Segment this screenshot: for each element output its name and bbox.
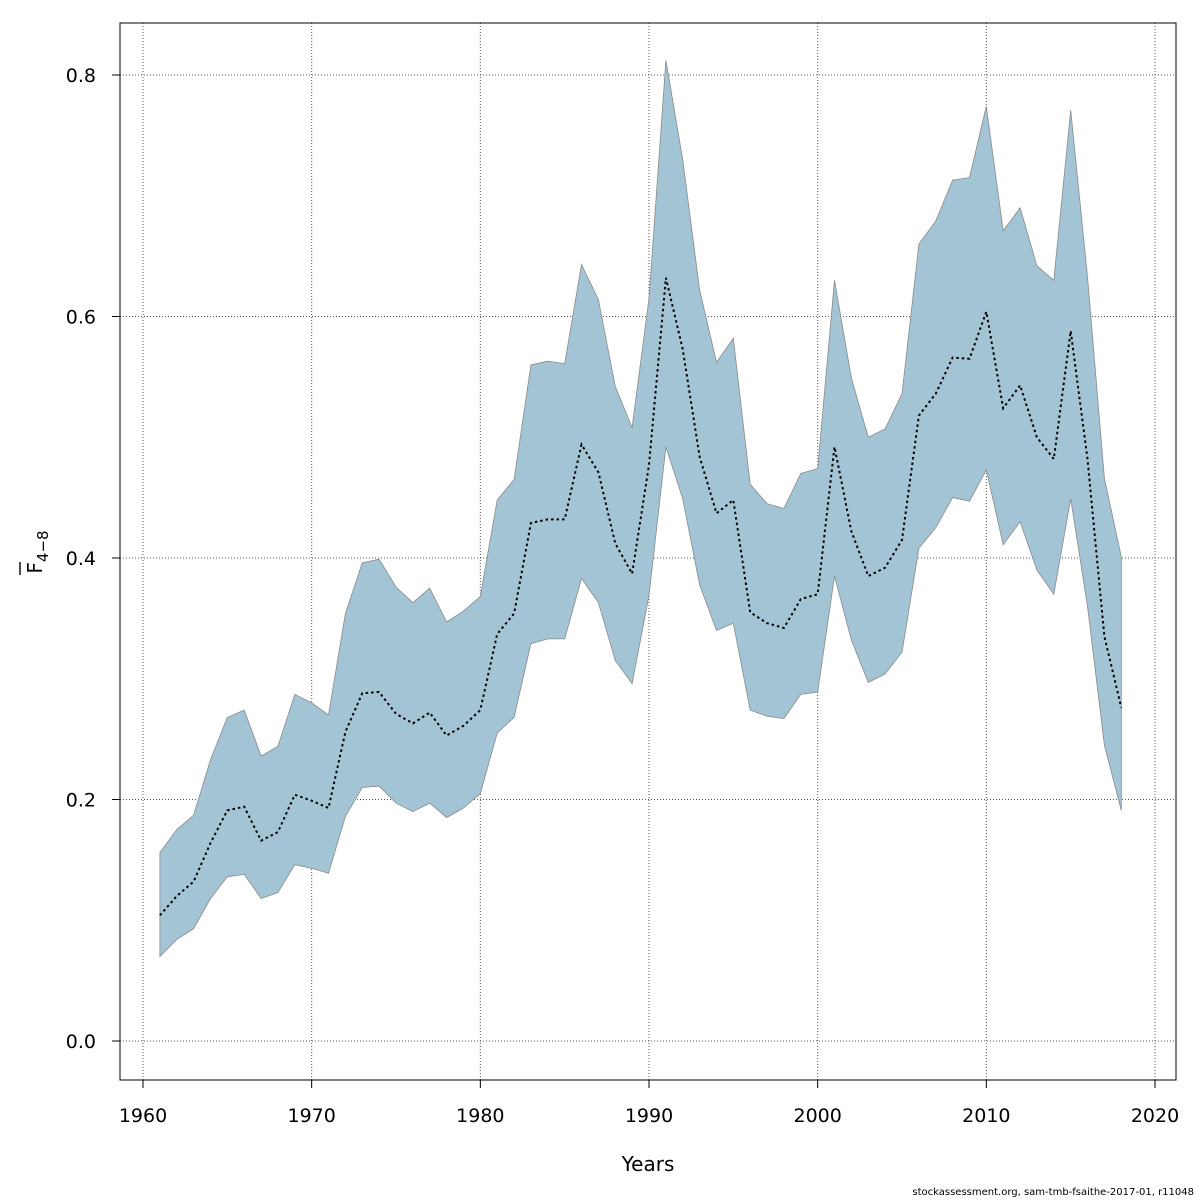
x-tick-label-1980: 1980 — [456, 1105, 504, 1127]
x-tick-label-2000: 2000 — [793, 1105, 841, 1127]
svg-text:F4−8: F4−8 — [23, 530, 52, 573]
y-tick-label-0.2: 0.2 — [66, 790, 96, 812]
x-tick-label-2010: 2010 — [962, 1105, 1010, 1127]
y-axis-title-sub: 4−8 — [34, 530, 52, 562]
x-tick-label-1960: 1960 — [119, 1105, 167, 1127]
y-tick-label-0.6: 0.6 — [66, 307, 96, 329]
footer-credit: stockassessment.org, sam-tmb-fsaithe-201… — [912, 1187, 1194, 1198]
y-tick-label-0.8: 0.8 — [66, 65, 96, 87]
x-axis: 1960 1970 1980 1990 2000 2010 2020 — [119, 1080, 1179, 1127]
x-tick-label-1990: 1990 — [625, 1105, 673, 1127]
y-axis: 0.0 0.2 0.4 0.6 0.8 — [66, 65, 120, 1053]
y-axis-title: F4−8 — [19, 530, 52, 575]
x-tick-label-1970: 1970 — [287, 1105, 335, 1127]
x-axis-title: Years — [621, 1152, 675, 1176]
plot-frame — [119, 22, 1177, 1081]
confidence-band — [159, 60, 1122, 958]
y-axis-title-main: F — [23, 562, 47, 574]
y-tick-label-0.4: 0.4 — [66, 548, 96, 570]
x-tick-label-2020: 2020 — [1131, 1105, 1179, 1127]
y-tick-label-0.0: 0.0 — [66, 1031, 96, 1053]
